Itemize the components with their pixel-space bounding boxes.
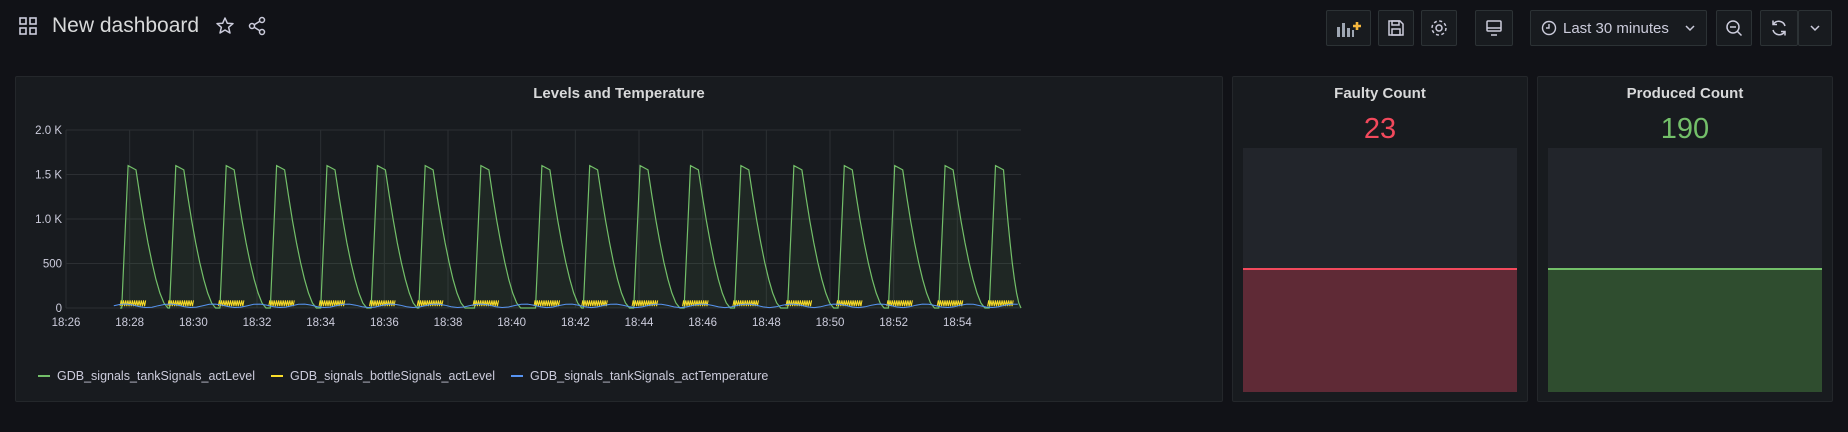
star-icon[interactable] (213, 14, 237, 38)
x-tick-label: 18:54 (943, 317, 972, 329)
faulty-count-panel: Faulty Count 23 (1232, 76, 1528, 402)
chevron-down-icon (1685, 25, 1695, 32)
y-tick-label: 500 (43, 259, 62, 271)
title-group: New dashboard (16, 14, 269, 38)
y-tick-label: 0 (56, 303, 62, 315)
tank-level-line (120, 164, 1022, 309)
x-tick-label: 18:32 (243, 317, 272, 329)
time-range-picker[interactable]: Last 30 minutes (1530, 10, 1707, 46)
save-dashboard-button[interactable] (1378, 10, 1414, 46)
bottle-level-line (119, 300, 1014, 307)
produced-gauge (1548, 148, 1822, 392)
monitor-icon (1486, 20, 1502, 36)
timeseries-chart[interactable]: 0 500 1.0 K 1.5 K 2.0 K 18:26 18:28 18:30 18:32 1… (16, 103, 1222, 383)
panel-title[interactable]: Levels and Temperature (533, 85, 705, 102)
produced-count-value: 190 (1660, 113, 1710, 145)
zoom-out-icon (1726, 20, 1743, 37)
faulty-gauge-fill (1243, 268, 1517, 392)
chart-legend: GDB_signals_tankSignals_actLevel GDB_sig… (38, 369, 784, 383)
x-tick-label: 18:48 (752, 317, 781, 329)
clock-icon (1541, 20, 1557, 36)
legend-label: GDB_signals_tankSignals_actLevel (57, 369, 256, 383)
refresh-icon (1772, 20, 1786, 36)
dashboard-settings-button[interactable] (1421, 10, 1457, 46)
tank-level-area (120, 165, 1022, 308)
x-tick-label: 18:30 (179, 317, 208, 329)
faulty-count-value: 23 (1363, 113, 1397, 145)
x-tick-label: 18:26 (52, 317, 81, 329)
legend-swatch (511, 375, 524, 377)
produced-count-panel: Produced Count 190 (1537, 76, 1833, 402)
chevron-down-icon (1810, 25, 1820, 32)
x-tick-label: 18:38 (434, 317, 463, 329)
legend-label: GDB_signals_tankSignals_actTemperature (530, 369, 769, 383)
panel-title[interactable]: Faulty Count (1334, 85, 1426, 102)
share-icon[interactable] (245, 14, 269, 38)
x-tick-label: 18:46 (688, 317, 717, 329)
time-range-label: Last 30 minutes (1563, 19, 1669, 37)
y-tick-label: 2.0 K (35, 125, 62, 137)
legend-item-bottle-level[interactable]: GDB_signals_bottleSignals_actLevel (271, 369, 495, 383)
x-tick-label: 18:40 (497, 317, 526, 329)
x-tick-label: 18:36 (370, 317, 399, 329)
legend-item-tank-level[interactable]: GDB_signals_tankSignals_actLevel (38, 369, 255, 383)
zoom-out-button[interactable] (1716, 10, 1752, 46)
add-panel-icon (1336, 22, 1361, 37)
add-panel-button[interactable] (1326, 10, 1371, 46)
x-tick-label: 18:44 (625, 317, 654, 329)
legend-swatch (271, 375, 284, 377)
x-tick-label: 18:28 (115, 317, 144, 329)
dashboard-topbar: New dashboard Last 30 minutes (0, 0, 1848, 56)
x-tick-label: 18:50 (816, 317, 845, 329)
temperature-line (113, 303, 1018, 309)
panel-title[interactable]: Produced Count (1626, 85, 1744, 102)
y-tick-label: 1.0 K (35, 214, 62, 226)
faulty-gauge (1243, 148, 1517, 392)
apps-grid-icon[interactable] (16, 14, 40, 38)
refresh-interval-dropdown[interactable] (1798, 10, 1832, 46)
refresh-button[interactable] (1760, 10, 1798, 46)
levels-temperature-panel: Levels and Temperature 0 500 1.0 K 1.5 K 2.0… (15, 76, 1223, 402)
view-mode-button[interactable] (1475, 10, 1513, 46)
save-icon (1388, 20, 1404, 36)
produced-gauge-fill (1548, 268, 1822, 392)
legend-item-tank-temperature[interactable]: GDB_signals_tankSignals_actTemperature (511, 369, 768, 383)
x-tick-label: 18:42 (561, 317, 590, 329)
dashboard-title[interactable]: New dashboard (52, 14, 200, 37)
y-tick-label: 1.5 K (35, 170, 62, 182)
x-tick-label: 18:34 (306, 317, 335, 329)
legend-swatch (38, 375, 50, 377)
x-tick-label: 18:52 (879, 317, 908, 329)
legend-label: GDB_signals_bottleSignals_actLevel (290, 369, 496, 383)
gear-icon (1431, 20, 1447, 36)
